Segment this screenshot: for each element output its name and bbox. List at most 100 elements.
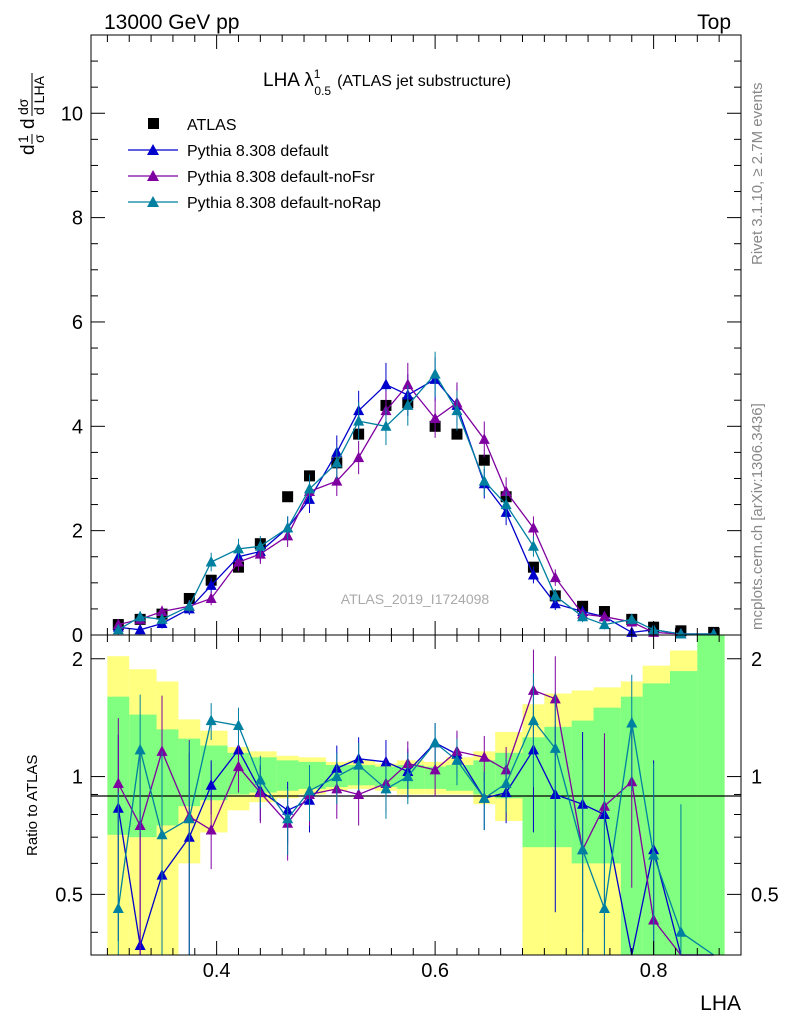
- ratio-point: [156, 828, 168, 840]
- data-point: [549, 589, 561, 601]
- main-ytick-label: 4: [72, 416, 83, 438]
- legend-label-default: Pythia 8.308 default: [187, 143, 329, 160]
- ratio-point: [282, 812, 294, 824]
- svg-text:1: 1: [15, 135, 31, 143]
- svg-text:dσ: dσ: [15, 98, 31, 115]
- uncertainty-band-inner: [642, 683, 670, 955]
- legend-marker-norap: [147, 196, 159, 207]
- data-point: [675, 627, 687, 639]
- data-point: [598, 618, 610, 630]
- ratio-plot-frame: [90, 634, 742, 956]
- ratio-point: [254, 773, 266, 785]
- data-point: [205, 592, 217, 603]
- series-norap: [112, 351, 720, 639]
- data-point: [134, 610, 146, 622]
- data-point: [549, 597, 561, 609]
- uncertainty-band-inner: [276, 760, 299, 791]
- main-title-rest: (ATLAS jet substructure): [337, 73, 511, 90]
- data-point: [527, 569, 539, 580]
- svg-text:d LHA: d LHA: [31, 75, 47, 115]
- ratio-point: [134, 743, 146, 755]
- ratio-point: [205, 714, 217, 726]
- main-title-main: LHA λ: [263, 70, 314, 91]
- ratio-point: [500, 777, 512, 789]
- legend: ATLAS Pythia 8.308 default Pythia 8.308 …: [128, 117, 381, 212]
- uncertainty-band-inner: [593, 707, 621, 864]
- ratio-point: [429, 736, 441, 748]
- svg-text:d: d: [18, 144, 39, 155]
- ratio-xlabel: LHA: [700, 992, 741, 1015]
- ratio-point: [303, 784, 315, 796]
- data-point: [527, 522, 539, 533]
- data-point: [527, 540, 539, 551]
- main-ytick-label: 2: [72, 521, 83, 543]
- ratio-point: [577, 843, 589, 855]
- ratio-ytick-label-right: 1: [751, 767, 762, 789]
- ratio-point: [402, 770, 414, 782]
- ratio-point: [478, 792, 490, 803]
- ratio-point: [205, 779, 217, 790]
- ratio-point: [112, 902, 124, 914]
- data-point: [183, 592, 195, 604]
- ratio-point: [353, 759, 365, 770]
- legend-marker-default: [147, 144, 159, 155]
- data-point: [380, 420, 392, 431]
- data-point: [331, 475, 343, 486]
- data-point: [451, 404, 463, 416]
- main-title-sub: 0.5: [314, 84, 331, 98]
- uncertainty-band-inner: [129, 714, 157, 838]
- ratio-ytick-label-right: 2: [751, 649, 762, 671]
- main-ytick-label: 0: [72, 625, 83, 647]
- data-point: [598, 610, 610, 622]
- ratio-plot: 0.5 0.5 1 1 2 2 0.4 0.6 0.8 Ratio to ATLAS LHA: [24, 634, 779, 1015]
- data-point: [500, 485, 512, 497]
- data-point: [380, 378, 392, 390]
- main-title: LHA λ1 0.5 (ATLAS jet substructure): [263, 67, 511, 98]
- ratio-point: [429, 763, 441, 775]
- analysis-label: ATLAS_2019_I1724098: [341, 591, 490, 607]
- ratio-ytick-label: 1: [72, 767, 83, 789]
- data-point: [134, 623, 146, 635]
- ratio-point: [183, 812, 195, 824]
- ratio-point: [353, 788, 365, 799]
- uncertainty-band-inner: [669, 671, 698, 955]
- data-point: [402, 399, 414, 410]
- ratio-ytick-label: 2: [72, 649, 83, 671]
- data-point: [112, 623, 124, 635]
- header-right: Top: [697, 11, 731, 34]
- uncertainty-band-inner: [446, 765, 474, 791]
- rivet-version-label: Rivet 3.1.10, ≥ 2.7M events: [749, 83, 766, 266]
- data-point: [549, 571, 561, 583]
- data-point: [451, 428, 463, 440]
- legend-label-norap: Pythia 8.308 default-noRap: [187, 195, 381, 212]
- ratio-point: [598, 902, 610, 914]
- ratio-point: [527, 714, 539, 726]
- ratio-point: [648, 849, 660, 860]
- uncertainty-band-inner: [697, 635, 725, 955]
- ratio-point: [205, 824, 217, 835]
- data-point: [156, 605, 168, 617]
- legend-label-atlas: ATLAS: [187, 117, 237, 134]
- ratio-point: [549, 742, 561, 753]
- main-title-sup: 1: [314, 67, 321, 81]
- ratio-xtick-label: 0.8: [640, 960, 668, 982]
- ratio-point: [232, 760, 244, 772]
- ratio-xtick-label: 0.4: [203, 960, 231, 982]
- main-ytick-label: 10: [61, 103, 83, 125]
- ratio-ytick-label-right: 0.5: [751, 884, 779, 906]
- ratio-ylabel: Ratio to ATLAS: [24, 755, 41, 856]
- data-point: [232, 542, 244, 554]
- data-point: [205, 579, 217, 590]
- ratio-point: [626, 717, 638, 728]
- legend-label-nofsr: Pythia 8.308 default-noFsr: [187, 169, 375, 186]
- data-point: [478, 454, 490, 466]
- ratio-xtick-label: 0.6: [421, 960, 449, 982]
- main-ylabel: d 1 σ d dσ d LHA: [15, 73, 47, 155]
- mcplots-label: mcplots.cern.ch [arXiv:1306.3436]: [749, 403, 766, 630]
- svg-text:d: d: [18, 118, 39, 129]
- data-point: [205, 555, 217, 567]
- data-point: [331, 456, 343, 468]
- svg-text:σ: σ: [31, 134, 47, 143]
